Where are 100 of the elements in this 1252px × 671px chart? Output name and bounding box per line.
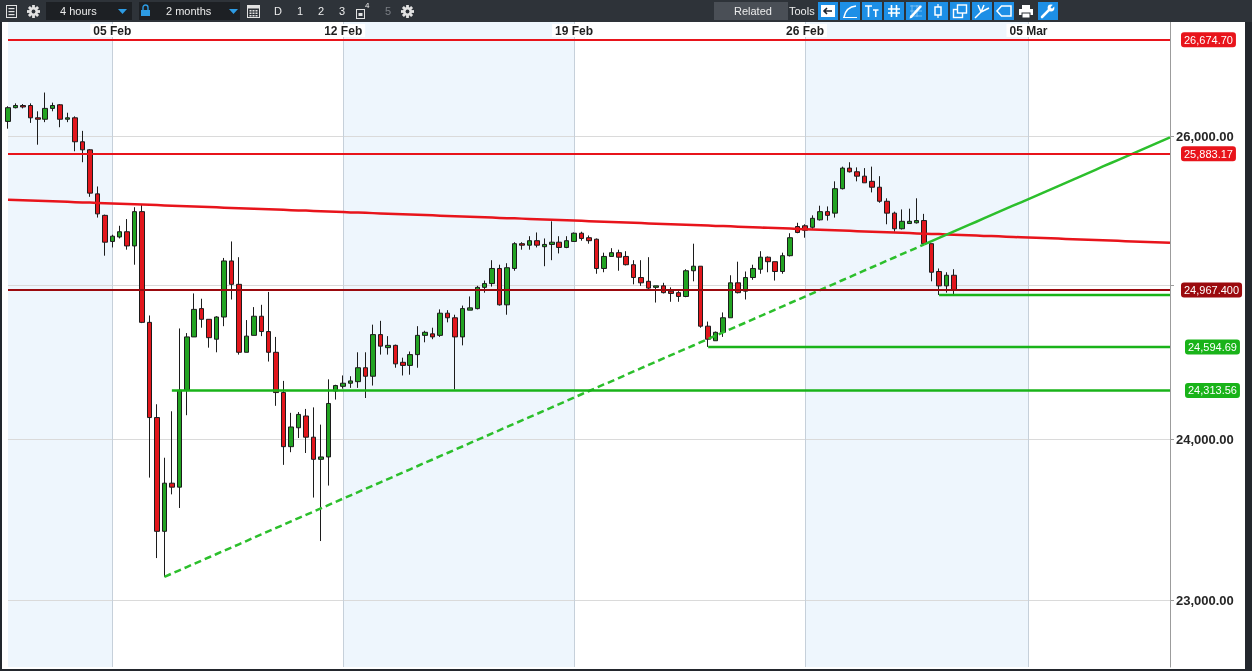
x-tick-label: 12 Feb	[324, 23, 363, 38]
candlestick	[259, 304, 264, 337]
candlestick	[370, 324, 376, 387]
candlestick	[117, 225, 122, 239]
candlestick	[914, 197, 919, 225]
candlestick	[847, 161, 852, 173]
candlestick	[177, 327, 182, 509]
candlestick	[944, 271, 949, 294]
candlestick	[28, 102, 33, 124]
candlestick	[326, 378, 331, 487]
candlestick	[437, 308, 443, 338]
y-tick-label: 24,000.00	[1176, 432, 1234, 448]
candlestick	[273, 336, 279, 407]
y-tick-label: 26,000.00	[1176, 129, 1234, 145]
x-tick-label: 05 Mar	[1009, 23, 1048, 38]
candlestick	[385, 335, 391, 356]
candlestick	[869, 166, 875, 193]
candlestick	[296, 411, 301, 439]
candlestick	[787, 232, 793, 257]
candlestick	[646, 256, 651, 291]
candlestick	[564, 235, 569, 249]
ref-line-label: 25,883.17	[1184, 147, 1233, 160]
candlestick	[340, 374, 346, 390]
candlestick	[571, 231, 577, 242]
candlestick	[825, 205, 830, 222]
candlestick	[124, 218, 130, 251]
candlestick	[542, 237, 547, 267]
candlestick	[899, 208, 905, 230]
candlestick	[489, 259, 495, 288]
candlestick	[206, 318, 212, 349]
candlestick	[840, 166, 845, 190]
candlestick	[497, 264, 502, 307]
candlestick	[609, 247, 614, 257]
candlestick	[512, 241, 517, 272]
text: Related	[734, 4, 772, 19]
candlestick	[169, 410, 175, 495]
candlestick	[5, 105, 11, 130]
candlestick	[422, 330, 428, 343]
candlestick	[579, 231, 584, 242]
candlestick	[13, 102, 18, 109]
candlestick	[601, 252, 607, 273]
candlestick	[50, 102, 55, 112]
candlestick	[318, 424, 324, 542]
y-tick-label: 23,000.00	[1176, 593, 1234, 609]
text: 1	[297, 4, 304, 19]
candlestick	[355, 351, 361, 389]
candlestick	[691, 243, 696, 282]
text: Tools	[789, 4, 815, 19]
candlestick	[452, 314, 458, 390]
candlestick	[758, 250, 763, 275]
candlestick	[929, 243, 934, 282]
candlestick	[750, 264, 756, 281]
candlestick	[348, 375, 353, 389]
candlestick	[475, 285, 480, 310]
text: D	[274, 4, 282, 19]
ref-line-label: 26,674.70	[1184, 33, 1233, 46]
text: 3	[339, 4, 346, 19]
candlestick	[132, 206, 137, 266]
candlestick	[266, 291, 271, 363]
candlestick	[638, 259, 644, 287]
candlestick	[519, 241, 525, 251]
candlestick	[415, 325, 420, 369]
series-label: 24,594.69	[1188, 340, 1237, 353]
candlestick	[393, 344, 398, 369]
candlestick	[20, 103, 26, 109]
text: 4	[365, 0, 370, 12]
x-tick-label: 26 Feb	[786, 23, 825, 38]
text: 2	[318, 4, 325, 19]
candlestick	[482, 280, 487, 294]
candlestick	[251, 306, 257, 336]
candlestick	[57, 103, 63, 128]
candlestick	[705, 321, 711, 348]
text: 4 hours	[60, 4, 97, 19]
candlestick	[504, 262, 510, 316]
candlestick	[281, 380, 286, 466]
candlestick	[653, 285, 659, 304]
candlestick	[594, 237, 599, 275]
candlestick	[720, 311, 726, 338]
candlestick	[683, 268, 689, 298]
candlestick	[832, 180, 838, 219]
candlestick	[951, 268, 957, 296]
candlestick	[221, 257, 227, 327]
candlestick	[102, 214, 108, 257]
candlestick	[907, 208, 912, 225]
candlestick	[110, 234, 115, 248]
candlestick	[199, 298, 204, 329]
candlestick	[147, 314, 152, 479]
candlestick	[877, 175, 882, 204]
candlestick	[884, 197, 890, 225]
candlestick	[810, 214, 815, 230]
candlestick	[936, 267, 942, 296]
candlestick	[892, 211, 897, 233]
candlestick	[303, 408, 309, 454]
candlestick	[817, 205, 823, 222]
candlestick	[162, 457, 167, 578]
candlestick	[676, 290, 681, 303]
candlestick	[534, 231, 540, 248]
candlestick	[698, 265, 703, 329]
candlestick	[631, 259, 636, 285]
candlestick	[288, 412, 294, 453]
